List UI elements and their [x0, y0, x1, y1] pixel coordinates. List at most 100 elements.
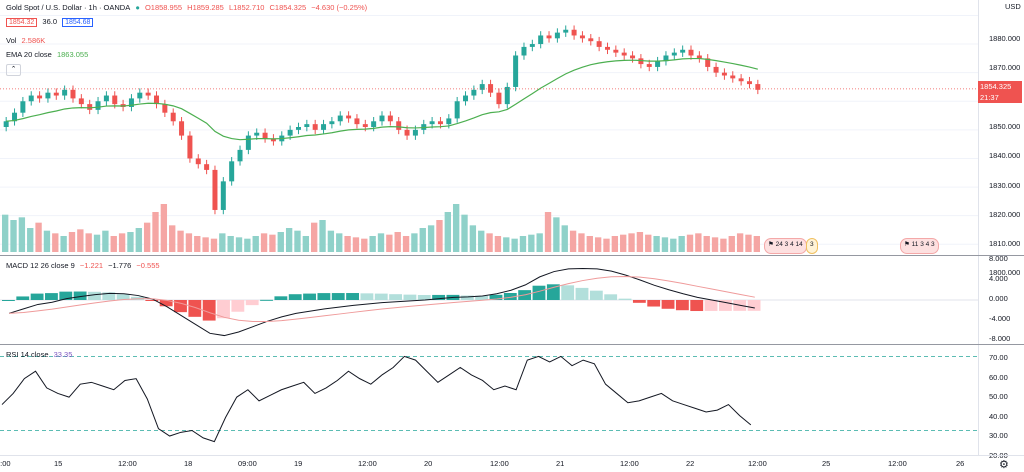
volume-bar	[586, 236, 593, 252]
macd-pane[interactable]	[0, 256, 978, 344]
candle	[12, 112, 18, 122]
macd-tick-label: 8.000	[989, 254, 1008, 263]
rsi-pane[interactable]	[0, 345, 978, 455]
settings-gear-icon[interactable]: ⚙	[999, 459, 1009, 471]
event-marker-group-1[interactable]: ⚑ 24 3 4 14	[764, 238, 807, 254]
price-tick-label: 1800.000	[989, 268, 1021, 278]
candle	[329, 121, 335, 125]
macd-histogram-bar	[561, 285, 575, 300]
volume-bar	[436, 220, 443, 252]
time-tick-label: 12:00	[620, 459, 639, 468]
macd-histogram-bar	[432, 294, 446, 300]
macd-label: MACD 12 26 close 9	[6, 261, 75, 270]
volume-bar	[670, 238, 677, 252]
rsi-value: 33.35	[53, 350, 73, 359]
volume-bar	[678, 236, 685, 252]
volume-bar	[202, 237, 209, 252]
macd-legend[interactable]: MACD 12 26 close 9 −1.221 −1.776 −0.555	[6, 261, 163, 270]
volume-bar	[118, 233, 126, 252]
rsi-chart[interactable]	[0, 345, 978, 455]
volume-bar	[152, 212, 159, 252]
candle	[655, 61, 661, 67]
candle	[195, 158, 201, 165]
candle	[730, 75, 736, 79]
volume-bar	[160, 204, 168, 252]
candle	[70, 89, 76, 99]
volume-bar	[377, 233, 385, 252]
volume-bar	[703, 236, 710, 252]
price-axis[interactable]: USD1880.0001870.0001860.0001850.0001840.…	[978, 0, 1024, 277]
macd-histogram-bar	[188, 300, 202, 317]
candle	[237, 149, 243, 162]
macd-histogram-bar	[632, 300, 646, 303]
candle	[387, 115, 393, 122]
symbol-title[interactable]: Gold Spot / U.S. Dollar · 1h · OANDA	[6, 3, 131, 12]
rsi-label: RSI 14 close	[6, 350, 49, 359]
macd-histogram-bar	[675, 300, 689, 311]
ema-legend[interactable]: EMA 20 close 1863.055	[6, 50, 91, 59]
volume-bar	[52, 233, 59, 252]
macd-histogram-bar	[403, 294, 417, 300]
volume-bar	[252, 236, 259, 252]
volume-bar	[169, 225, 176, 252]
time-tick-label: 12:00	[748, 459, 767, 468]
pane-separator[interactable]	[0, 344, 1024, 345]
price-pane[interactable]	[0, 0, 978, 255]
sell-button[interactable]: 1854.32	[6, 18, 38, 27]
volume-bar	[461, 214, 468, 252]
candle	[663, 55, 669, 62]
rsi-legend[interactable]: RSI 14 close 33.35	[6, 350, 75, 359]
volume-bar	[143, 222, 151, 252]
macd-chart[interactable]	[0, 256, 978, 344]
rsi-tick-label: 30.00	[989, 431, 1008, 440]
volume-bar	[536, 233, 543, 252]
volume-bar	[227, 236, 234, 252]
symbol-legend[interactable]: Gold Spot / U.S. Dollar · 1h · OANDA ● O…	[6, 3, 370, 12]
candle	[78, 98, 84, 105]
buy-button[interactable]: 1854.68	[62, 18, 94, 27]
volume-bar	[135, 228, 142, 252]
time-tick-label: 20	[424, 459, 433, 468]
macd-histogram-bar	[217, 300, 230, 319]
volume-bar	[327, 230, 335, 252]
time-axis[interactable]: 2:00 15 12:00 18 09:00 19 12:00 20 12:00 21 12:00 2…	[0, 455, 978, 472]
time-axis-separator	[0, 455, 1024, 456]
volume-bar	[486, 233, 493, 252]
event-label: 3	[810, 241, 814, 248]
volume-bar	[720, 238, 727, 252]
volume-bar	[645, 234, 652, 252]
collapse-legend-button[interactable]: ⌃	[6, 64, 21, 76]
market-open-dot-icon: ●	[135, 3, 140, 12]
event-marker-group-2[interactable]: 3	[806, 238, 818, 254]
candle	[496, 92, 502, 105]
pane-separator[interactable]	[0, 255, 1024, 256]
bar-countdown-badge: 21:37	[978, 92, 1022, 103]
macd-tick-label: -4.000	[989, 314, 1011, 323]
macd-histogram-bar	[718, 300, 732, 311]
flag-icon: ⚑	[904, 241, 910, 248]
volume-bar	[277, 232, 284, 252]
macd-axis[interactable]: 8.000 4.000 0.000 -4.000 -8.000	[978, 254, 1024, 344]
volume-legend[interactable]: Vol 2.586K	[6, 36, 48, 45]
time-tick-label: 12:00	[888, 459, 907, 468]
volume-bar	[352, 237, 360, 252]
volume-bar	[93, 234, 101, 252]
rsi-tick-label: 70.00	[989, 353, 1008, 362]
volume-bar	[736, 233, 744, 252]
volume-bar	[344, 236, 351, 252]
time-tick-label: 09:00	[238, 459, 257, 468]
volume-bar	[269, 234, 276, 252]
open-value: O1858.955	[144, 3, 183, 12]
candle	[37, 95, 43, 99]
candle	[746, 81, 752, 85]
event-marker-group-3[interactable]: ⚑ 11 3 4 3	[900, 238, 939, 254]
time-tick-label: 22	[686, 459, 695, 468]
price-chart[interactable]	[0, 0, 978, 255]
volume-bar	[35, 222, 42, 252]
rsi-axis[interactable]: 70.00 60.00 50.00 40.00 30.00 20.00	[978, 345, 1024, 460]
macd-histogram-bar	[417, 294, 431, 300]
candle	[346, 115, 352, 119]
time-tick-label: 12:00	[118, 459, 137, 468]
candle	[20, 101, 26, 113]
rsi-line	[1, 355, 752, 443]
